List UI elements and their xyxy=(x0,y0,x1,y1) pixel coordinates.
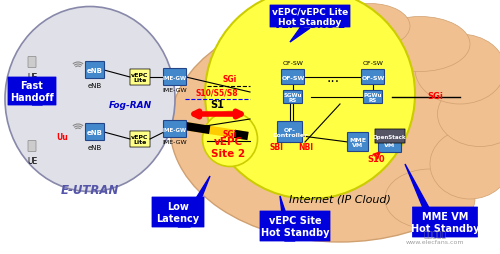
Text: UE: UE xyxy=(27,156,37,165)
Text: MME
VM: MME VM xyxy=(350,137,366,148)
Text: eNB: eNB xyxy=(87,130,103,135)
Ellipse shape xyxy=(430,130,500,199)
Ellipse shape xyxy=(5,7,175,192)
Text: IME-GW: IME-GW xyxy=(162,88,188,93)
Text: vEPC/vEPC Lite
Hot Standby: vEPC/vEPC Lite Hot Standby xyxy=(272,7,348,27)
FancyBboxPatch shape xyxy=(364,91,382,104)
Text: eNB: eNB xyxy=(88,83,102,89)
Text: Uu: Uu xyxy=(56,132,68,141)
Polygon shape xyxy=(32,92,55,106)
Text: PGWu
RS: PGWu RS xyxy=(364,92,382,103)
Text: SGi: SGi xyxy=(427,92,443,101)
Text: eNB: eNB xyxy=(88,145,102,150)
FancyBboxPatch shape xyxy=(270,6,350,28)
Text: Fog-RAN: Fog-RAN xyxy=(108,100,152,109)
Text: E-UTRAN: E-UTRAN xyxy=(61,183,119,196)
Ellipse shape xyxy=(438,82,500,147)
Circle shape xyxy=(205,0,415,199)
Ellipse shape xyxy=(330,5,410,49)
FancyBboxPatch shape xyxy=(130,70,150,86)
Text: SGi: SGi xyxy=(223,130,237,138)
Text: OF-SW: OF-SW xyxy=(282,75,304,80)
FancyBboxPatch shape xyxy=(28,57,36,68)
Text: OF-SW: OF-SW xyxy=(282,61,304,66)
FancyBboxPatch shape xyxy=(282,70,304,85)
Text: OF-
Controller: OF- Controller xyxy=(272,127,308,138)
Text: eNB: eNB xyxy=(87,68,103,74)
FancyBboxPatch shape xyxy=(278,122,302,143)
FancyBboxPatch shape xyxy=(8,78,56,106)
Text: 电子发烧友: 电子发烧友 xyxy=(424,230,446,239)
FancyBboxPatch shape xyxy=(348,133,368,152)
Ellipse shape xyxy=(385,169,475,229)
FancyBboxPatch shape xyxy=(260,211,330,241)
FancyBboxPatch shape xyxy=(284,91,302,104)
Ellipse shape xyxy=(370,18,470,72)
FancyBboxPatch shape xyxy=(164,121,186,138)
Polygon shape xyxy=(290,29,310,43)
Text: vEPC Site
Hot Standby: vEPC Site Hot Standby xyxy=(261,215,329,237)
Text: OpenStack: OpenStack xyxy=(373,134,407,139)
Polygon shape xyxy=(178,176,210,227)
Text: UE: UE xyxy=(27,73,37,82)
Text: OF-SW: OF-SW xyxy=(362,61,384,66)
Text: S10/S5/S8: S10/S5/S8 xyxy=(196,88,238,97)
Text: Fast
Handoff: Fast Handoff xyxy=(10,81,54,102)
FancyBboxPatch shape xyxy=(86,124,104,141)
FancyBboxPatch shape xyxy=(86,62,104,79)
Text: SGi: SGi xyxy=(223,75,237,84)
FancyBboxPatch shape xyxy=(152,197,204,227)
Text: NBI: NBI xyxy=(298,142,313,151)
FancyBboxPatch shape xyxy=(412,207,478,237)
Ellipse shape xyxy=(415,35,500,105)
Text: S10: S10 xyxy=(367,154,385,163)
Text: www.elecfans.com: www.elecfans.com xyxy=(406,240,464,245)
Text: vEPC
Site 2: vEPC Site 2 xyxy=(211,137,245,158)
Text: SGWu
RS: SGWu RS xyxy=(284,92,302,103)
Text: vEPC
Lite: vEPC Lite xyxy=(132,134,149,145)
Ellipse shape xyxy=(202,112,258,167)
Ellipse shape xyxy=(170,13,500,242)
Text: ...: ... xyxy=(326,71,340,85)
Text: vEPC
Lite: vEPC Lite xyxy=(132,72,149,83)
Text: SBI: SBI xyxy=(270,142,284,151)
Text: IME-GW: IME-GW xyxy=(162,139,188,145)
FancyBboxPatch shape xyxy=(375,130,405,144)
Text: IME-GW: IME-GW xyxy=(163,75,187,80)
FancyBboxPatch shape xyxy=(378,132,402,153)
FancyBboxPatch shape xyxy=(28,141,36,152)
Text: MME
VM: MME VM xyxy=(382,137,398,148)
Text: OF-SW: OF-SW xyxy=(362,75,384,80)
Polygon shape xyxy=(280,196,295,241)
Text: Low
Latency: Low Latency xyxy=(156,201,200,223)
FancyBboxPatch shape xyxy=(362,70,384,85)
Text: vEPC Site 1: vEPC Site 1 xyxy=(274,20,345,30)
Polygon shape xyxy=(405,164,445,237)
FancyBboxPatch shape xyxy=(164,69,186,86)
Text: S1: S1 xyxy=(210,100,224,109)
Text: IME-GW: IME-GW xyxy=(163,127,187,132)
Text: Internet (IP Cloud): Internet (IP Cloud) xyxy=(289,194,391,204)
Text: MME VM
Hot Standby: MME VM Hot Standby xyxy=(410,211,479,233)
FancyBboxPatch shape xyxy=(130,132,150,147)
